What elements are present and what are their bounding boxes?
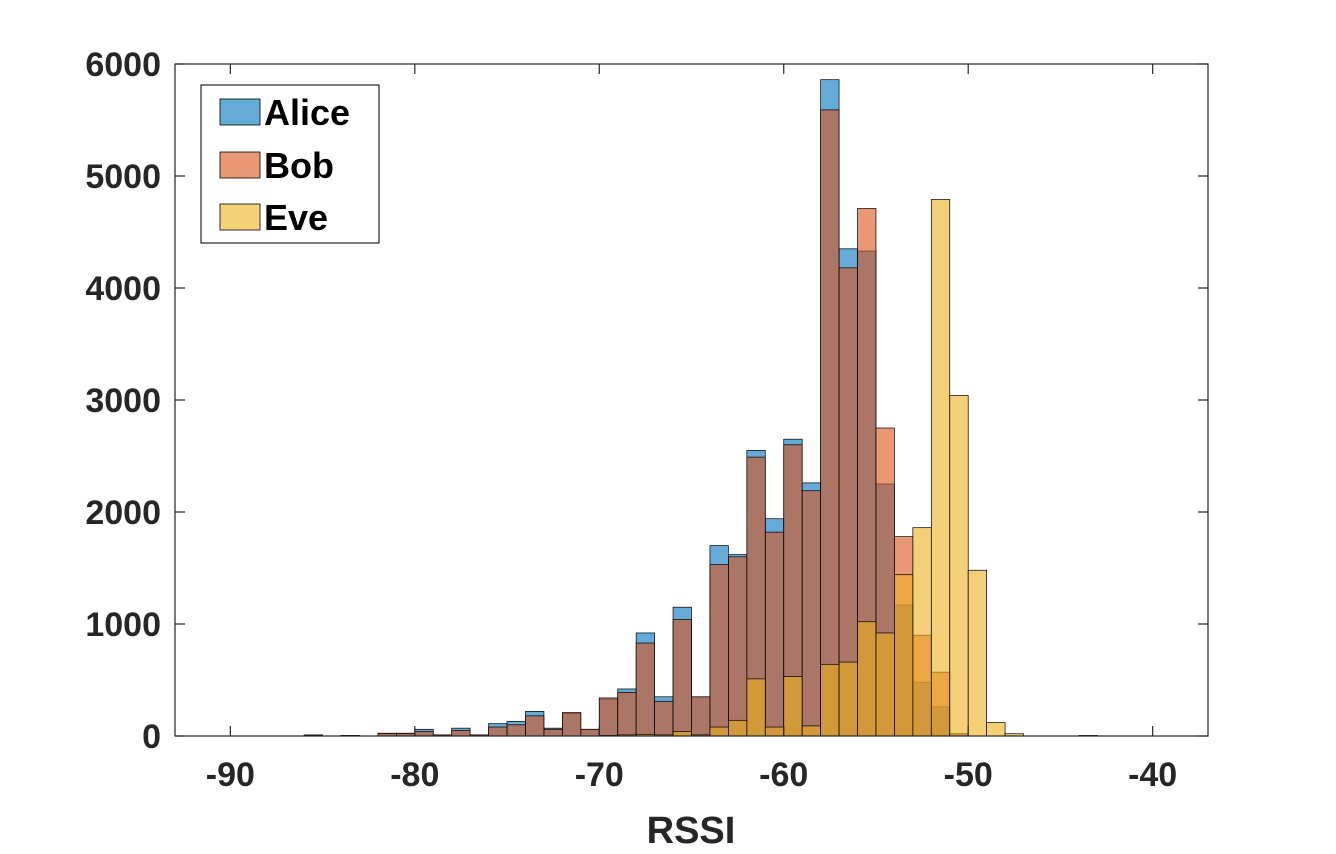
- x-tick-label: -70: [575, 756, 624, 794]
- bar-bob-bin: [764, 531, 785, 737]
- y-tick-label: 4000: [85, 270, 161, 308]
- bar-eve-bin: [986, 722, 1006, 737]
- legend-label-eve: Eve: [264, 197, 328, 238]
- bar-eve-bin: [949, 395, 969, 737]
- bar-eve-bin: [820, 663, 840, 737]
- legend: Alice Bob Eve: [200, 84, 380, 244]
- legend-label-alice: Alice: [264, 92, 350, 133]
- bar-eve-bin: [801, 725, 821, 737]
- series-bob-bars: [303, 109, 969, 737]
- bar-bob-bin: [635, 642, 655, 737]
- legend-swatch-bob: [219, 151, 261, 179]
- y-tick-label: 5000: [85, 158, 161, 196]
- bar-bob-bin: [543, 728, 563, 737]
- bar-eve-bin: [783, 676, 803, 737]
- bar-bob-bin: [414, 731, 434, 737]
- x-tick-label: -80: [390, 756, 439, 794]
- x-tick-label: -50: [944, 756, 993, 794]
- y-tick-label: 2000: [85, 494, 161, 532]
- y-tick-label: 6000: [85, 46, 161, 84]
- ticks-layer: -90 -80 -70 -60 -50 -40 0 1000 2000 3000 4000 5000 6…: [85, 46, 1208, 794]
- legend-swatch-alice: [219, 98, 261, 126]
- bar-bob-bin: [617, 691, 637, 737]
- y-tick-label: 0: [142, 718, 161, 756]
- bar-bob-bin: [451, 730, 471, 737]
- bar-bob-bin: [820, 109, 840, 737]
- bar-bob-bin: [562, 712, 582, 737]
- legend-swatch-eve: [219, 203, 261, 231]
- bars-layer: [303, 79, 1098, 737]
- bar-bob-bin: [728, 556, 748, 737]
- bar-bob-bin: [598, 697, 619, 737]
- bar-bob-bin: [525, 715, 545, 737]
- bar-bob-bin: [654, 700, 674, 737]
- x-tick-label: -60: [759, 756, 808, 794]
- bar-eve-bin: [930, 199, 951, 737]
- bar-eve-bin: [875, 632, 895, 737]
- bar-eve-bin: [764, 726, 785, 737]
- x-tick-label: -90: [206, 756, 255, 794]
- bar-bob-bin: [506, 724, 526, 737]
- bar-eve-bin: [728, 719, 748, 737]
- bar-bob-bin: [691, 696, 711, 737]
- bar-eve-bin: [857, 621, 877, 737]
- x-axis-title: RSSI: [647, 810, 736, 852]
- bar-eve-bin: [894, 574, 914, 737]
- bar-bob-bin: [488, 726, 508, 737]
- x-tick-label: -40: [1128, 756, 1177, 794]
- bar-bob-bin: [801, 490, 821, 737]
- y-tick-label: 3000: [85, 382, 161, 420]
- y-tick-label: 1000: [85, 606, 161, 644]
- bar-eve-bin: [912, 527, 932, 737]
- bar-eve-bin: [709, 726, 729, 737]
- bar-bob-bin: [672, 619, 692, 737]
- legend-label-bob: Bob: [264, 145, 334, 186]
- bar-eve-bin: [672, 731, 692, 737]
- bar-bob-bin: [580, 728, 600, 737]
- bar-eve-bin: [967, 569, 987, 737]
- bar-eve-bin: [746, 678, 766, 737]
- bar-eve-bin: [838, 661, 858, 737]
- bar-bob-bin: [709, 564, 729, 737]
